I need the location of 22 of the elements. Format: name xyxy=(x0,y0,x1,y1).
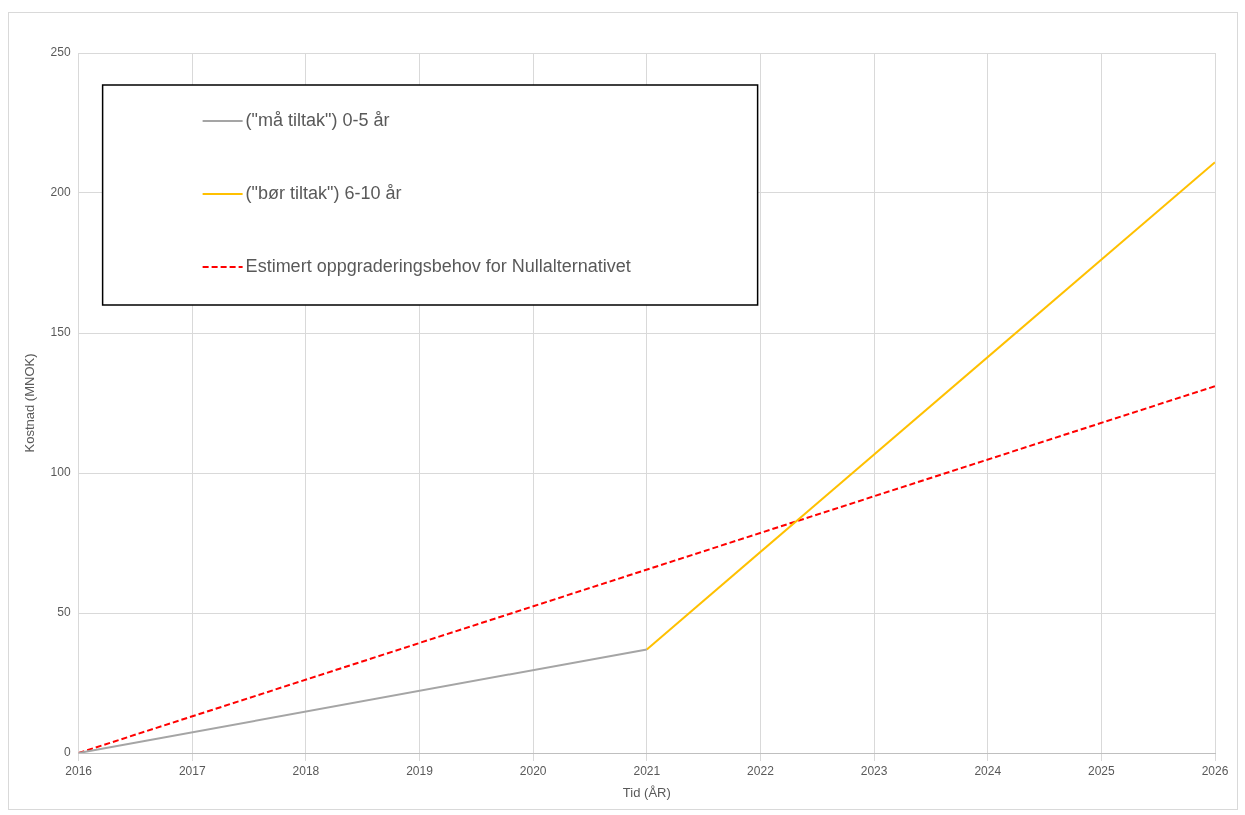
y-tick-label: 200 xyxy=(50,185,71,200)
x-tick-label: 2020 xyxy=(519,763,547,778)
y-tick-label: 0 xyxy=(63,745,71,760)
x-tick-label: 2018 xyxy=(292,763,320,778)
legend-label: ("må tiltak") 0-5 år xyxy=(245,109,390,130)
y-axis-title: Kostnad (MNOK) xyxy=(22,353,38,453)
x-tick-label: 2016 xyxy=(65,763,93,778)
legend-label: ("bør tiltak") 6-10 år xyxy=(245,182,402,203)
y-tick-label: 100 xyxy=(50,465,71,480)
x-tick-label: 2026 xyxy=(1201,763,1229,778)
legend-label: Estimert oppgraderingsbehov for Nullalternativet xyxy=(245,255,631,276)
x-tick-label: 2019 xyxy=(406,763,434,778)
x-tick-label: 2023 xyxy=(860,763,888,778)
x-tick-label: 2025 xyxy=(1088,763,1116,778)
y-tick-label: 250 xyxy=(50,45,71,60)
x-tick-label: 2021 xyxy=(633,763,661,778)
x-axis-title: Tid (ÅR) xyxy=(622,784,671,800)
y-tick-label: 150 xyxy=(50,325,71,340)
y-tick-label: 50 xyxy=(57,605,71,620)
x-tick-label: 2022 xyxy=(747,763,775,778)
x-tick-label: 2024 xyxy=(974,763,1002,778)
x-tick-label: 2017 xyxy=(178,763,206,778)
